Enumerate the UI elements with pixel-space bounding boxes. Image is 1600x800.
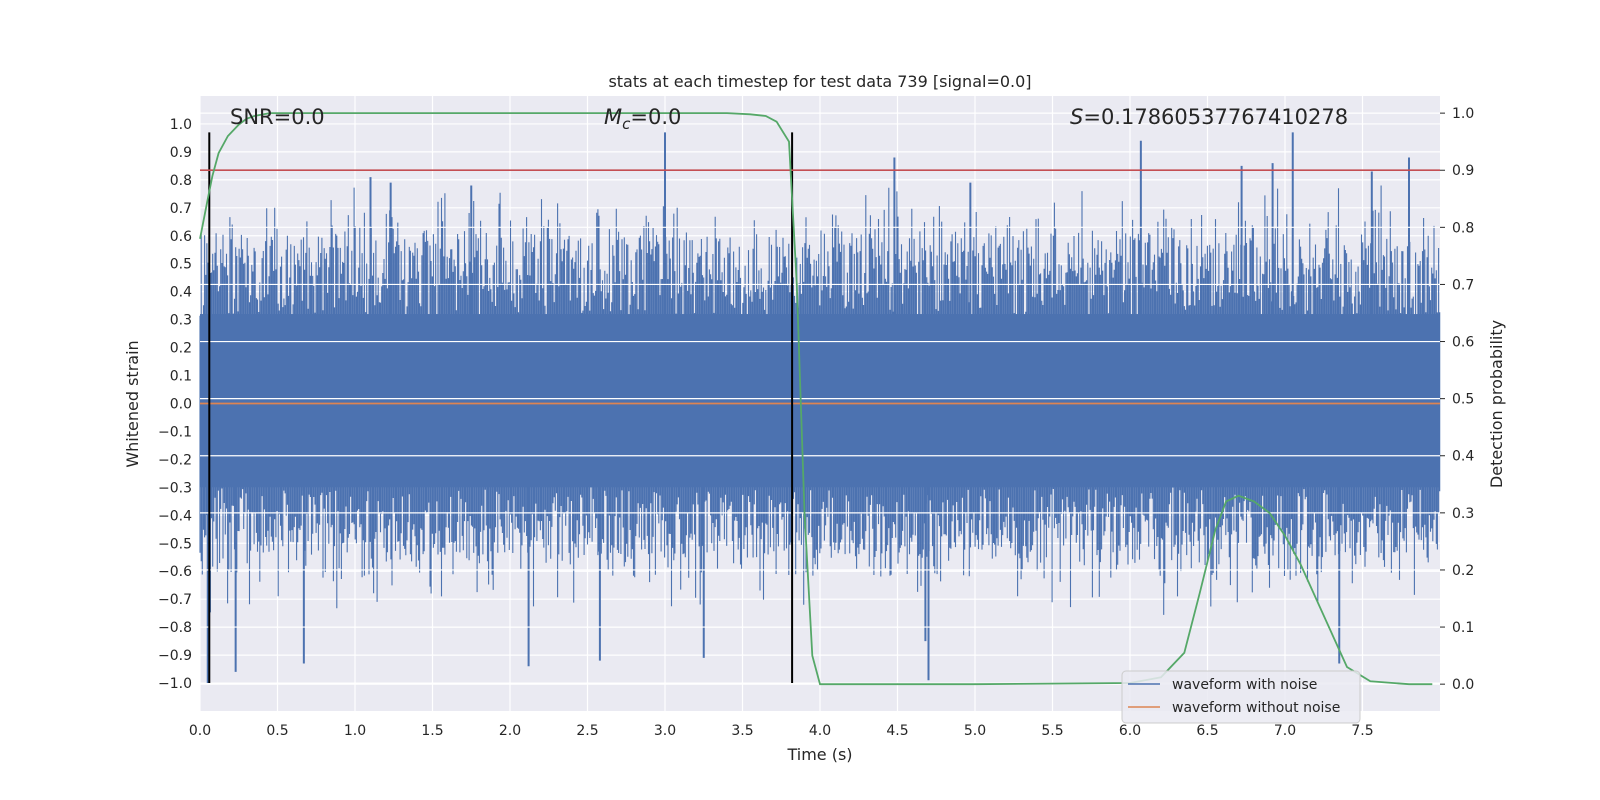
- y-tick-label: 1.0: [170, 117, 192, 133]
- y2-tick-label: 0.8: [1452, 220, 1474, 236]
- x-tick-label: 2.0: [499, 723, 521, 739]
- y-tick-label: −0.4: [158, 508, 192, 524]
- y-tick-label: −0.7: [158, 592, 192, 608]
- chart-title: stats at each timestep for test data 739…: [608, 72, 1031, 91]
- x-tick-label: 5.0: [964, 723, 986, 739]
- y-tick-label: −1.0: [158, 676, 192, 692]
- y-tick-label: −0.5: [158, 536, 192, 552]
- mc-annotation: Mc=0.0: [604, 105, 681, 133]
- y-tick-label: 0.5: [170, 257, 192, 273]
- y-axis-ticks: 1.0 0.9 0.8 0.7 0.6 0.5 0.4 0.3 0.2 0.1 0.0 −0.1 −0.…: [158, 117, 192, 692]
- y2-tick-label: 0.2: [1452, 563, 1474, 579]
- x-tick-label: 7.0: [1274, 723, 1296, 739]
- y2-axis-ticks: 1.0 0.9 0.8 0.7 0.6 0.5 0.4 0.3 0.2 0.1 0.0: [1440, 106, 1474, 693]
- y-tick-label: 0.8: [170, 173, 192, 189]
- x-tick-label: 1.0: [344, 723, 366, 739]
- x-tick-label: 0.5: [266, 723, 288, 739]
- y-tick-label: 0.1: [170, 369, 192, 385]
- y2-tick-label: 0.1: [1452, 620, 1474, 636]
- y-tick-label: 0.0: [170, 397, 192, 413]
- y2-tick-label: 0.5: [1452, 392, 1474, 408]
- x-tick-label: 2.5: [576, 723, 598, 739]
- y2-tick-label: 0.3: [1452, 506, 1474, 522]
- s-annotation: S=0.17860537767410278: [1070, 105, 1348, 129]
- y-tick-label: −0.6: [158, 564, 192, 580]
- y2-tick-label: 0.0: [1452, 677, 1474, 693]
- detection-probability-line: [199, 112, 1433, 686]
- y2-tick-label: 1.0: [1452, 106, 1474, 122]
- mc-symbol: M: [604, 105, 622, 129]
- x-tick-label: 4.5: [886, 723, 908, 739]
- x-tick-label: 0.0: [189, 723, 211, 739]
- x-tick-label: 6.5: [1196, 723, 1218, 739]
- mc-subscript: c: [622, 115, 631, 133]
- y-tick-label: −0.8: [158, 620, 192, 636]
- y-tick-label: 0.2: [170, 341, 192, 357]
- x-tick-label: 1.5: [421, 723, 443, 739]
- legend: waveform with noise waveform without noi…: [1121, 670, 1361, 724]
- legend-box: [1121, 670, 1361, 724]
- x-tick-label: 7.5: [1351, 723, 1373, 739]
- x-axis-ticks: 0.0 0.5 1.0 1.5 2.0 2.5 3.0 3.5 4.0 4.5 5.0 5.5 6.0 6…: [189, 723, 1374, 739]
- y2-tick-label: 0.7: [1452, 277, 1474, 293]
- snr-annotation: SNR=0.0: [230, 105, 325, 129]
- y-tick-label: −0.2: [158, 452, 192, 468]
- y-axis-label: Whitened strain: [123, 340, 142, 467]
- y2-tick-label: 0.9: [1452, 163, 1474, 179]
- y-tick-label: 0.3: [170, 313, 192, 329]
- x-axis-label: Time (s): [786, 745, 852, 764]
- noise-waveform: [199, 132, 1441, 684]
- x-tick-label: 3.5: [731, 723, 753, 739]
- x-tick-label: 6.0: [1119, 723, 1141, 739]
- y2-tick-label: 0.4: [1452, 449, 1474, 465]
- y-tick-label: −0.9: [158, 648, 192, 664]
- y-tick-label: −0.1: [158, 424, 192, 440]
- s-value: =0.17860537767410278: [1083, 105, 1348, 129]
- x-tick-label: 3.0: [654, 723, 676, 739]
- overlays: [199, 112, 1440, 686]
- y-tick-label: 0.4: [170, 285, 192, 301]
- y2-axis-label: Detection probability: [1487, 320, 1506, 488]
- legend-label-clean: waveform without noise: [1172, 700, 1340, 716]
- y-tick-label: −0.3: [158, 480, 192, 496]
- x-tick-label: 5.5: [1041, 723, 1063, 739]
- s-symbol: S: [1070, 105, 1083, 129]
- x-tick-label: 4.0: [809, 723, 831, 739]
- noise-core-band: [200, 314, 1440, 488]
- y-tick-label: 0.7: [170, 201, 192, 217]
- y2-tick-label: 0.6: [1452, 335, 1474, 351]
- y-tick-label: 0.9: [170, 145, 192, 161]
- legend-label-noise: waveform with noise: [1172, 677, 1317, 693]
- mc-value: =0.0: [630, 105, 681, 129]
- y-tick-label: 0.6: [170, 229, 192, 245]
